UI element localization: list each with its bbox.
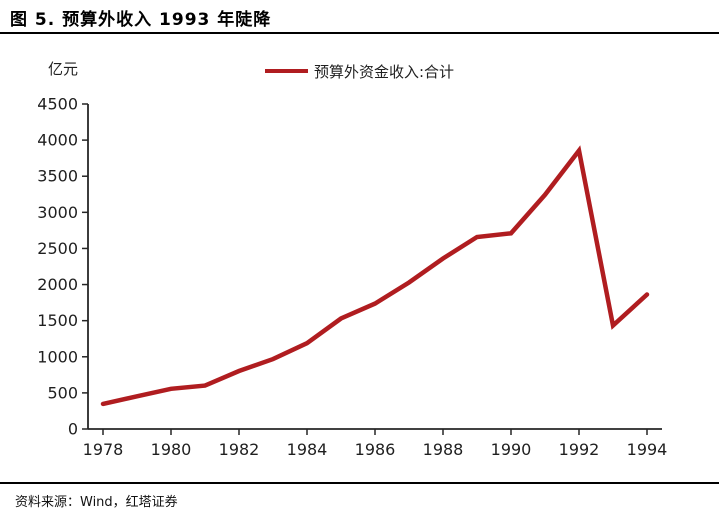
x-tick-label: 1982 [219, 440, 260, 459]
figure-footer: 资料来源：Wind，红塔证券 [0, 482, 719, 516]
x-tick-label: 1986 [355, 440, 396, 459]
y-tick-label: 1000 [37, 347, 78, 366]
y-axis-unit-label: 亿元 [48, 60, 79, 78]
x-tick-label: 1984 [287, 440, 328, 459]
x-tick-label: 1980 [151, 440, 192, 459]
x-tick-label: 1994 [627, 440, 668, 459]
y-tick-label: 2000 [37, 275, 78, 294]
figure-header: 图 5. 预算外收入 1993 年陡降 [0, 0, 719, 34]
source-text: 资料来源：Wind，红塔证券 [15, 495, 178, 510]
y-tick-label: 1500 [37, 311, 78, 330]
x-tick-label: 1978 [83, 440, 124, 459]
y-tick-label: 2500 [37, 239, 78, 258]
y-tick-label: 3000 [37, 203, 78, 222]
x-tick-label: 1988 [423, 440, 464, 459]
legend-line-swatch [264, 69, 308, 73]
y-tick-label: 500 [47, 383, 78, 402]
y-tick-label: 4500 [37, 95, 78, 114]
y-tick-label: 0 [68, 420, 78, 439]
series-line [100, 145, 650, 407]
figure-title: 图 5. 预算外收入 1993 年陡降 [10, 10, 272, 30]
y-tick-label: 4000 [37, 131, 78, 150]
chart-legend: 预算外资金收入:合计 [0, 62, 719, 81]
legend-label: 预算外资金收入:合计 [313, 62, 455, 81]
y-tick-label: 3500 [37, 167, 78, 186]
x-tick-label: 1990 [491, 440, 532, 459]
x-tick-label: 1992 [559, 440, 600, 459]
